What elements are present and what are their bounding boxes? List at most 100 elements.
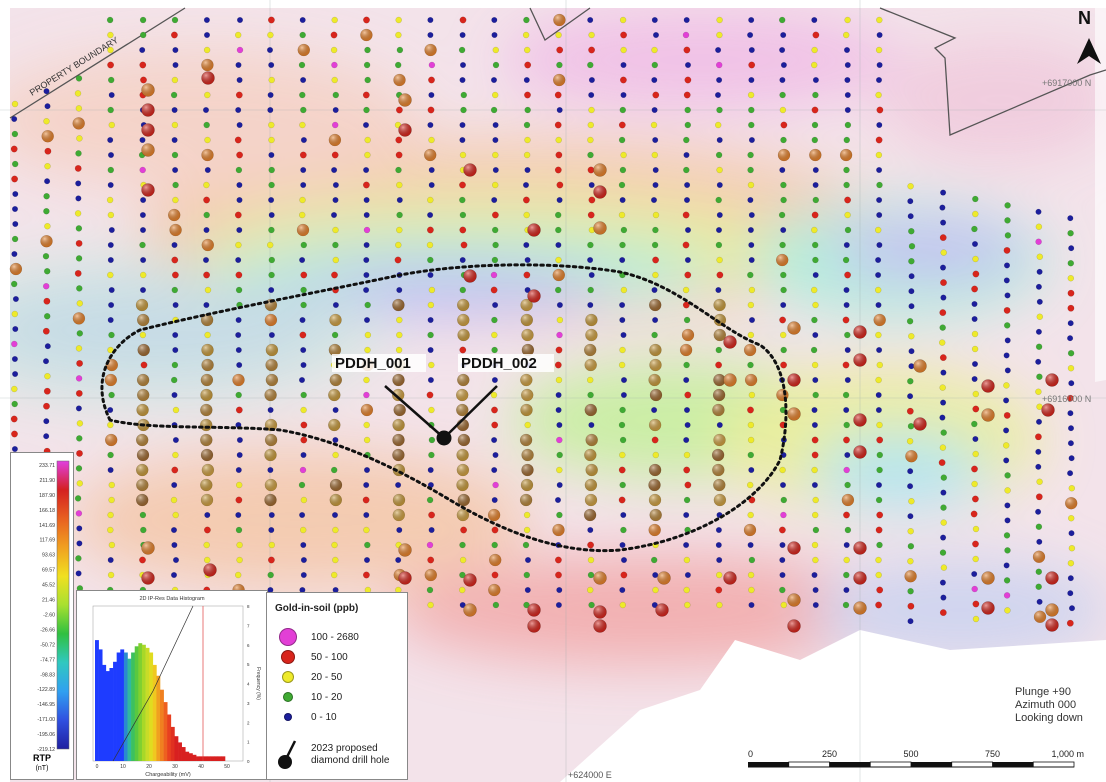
- sample-dot: [588, 76, 595, 83]
- histogram-bar: [214, 756, 219, 761]
- sample-dot-shade: [457, 494, 470, 506]
- histogram-bar: [192, 754, 197, 761]
- sample-dot: [332, 407, 339, 414]
- sample-dot-shade: [200, 434, 213, 446]
- sample-dot: [524, 46, 531, 54]
- histogram-y-tick: 0: [247, 759, 250, 764]
- sample-dot: [587, 151, 594, 159]
- sample-dot: [972, 270, 980, 278]
- sample-dot: [1004, 367, 1011, 374]
- sample-dot: [908, 273, 915, 280]
- sample-dot: [524, 166, 531, 173]
- sample-high-shade: [787, 373, 801, 387]
- sample-dot-shade: [201, 59, 214, 71]
- sample-dot: [459, 211, 467, 219]
- sample-dot: [555, 376, 563, 384]
- histogram-xlabel: Chargeability (mV): [145, 772, 191, 778]
- sample-dot: [140, 257, 147, 264]
- sample-dot: [268, 62, 275, 69]
- sample-dot: [682, 241, 690, 249]
- sample-dot: [426, 586, 434, 594]
- sample-dot: [652, 226, 659, 234]
- sample-dot-shade: [360, 404, 373, 416]
- sample-high-shade: [853, 541, 867, 555]
- sample-dot: [331, 571, 338, 579]
- histogram-bar: [102, 664, 107, 761]
- sample-dot: [107, 257, 114, 264]
- sample-dot: [1068, 245, 1075, 252]
- sample-dot: [75, 105, 83, 112]
- sample-dot: [524, 587, 531, 594]
- sample-dot-shade: [648, 374, 661, 386]
- drill-hole-pddh-001[interactable]: [384, 385, 445, 439]
- sample-dot: [362, 91, 370, 99]
- sample-dot-shade: [521, 389, 534, 401]
- sample-dot: [11, 115, 18, 122]
- sample-dot: [939, 204, 946, 211]
- sample-dot: [107, 31, 114, 39]
- sample-dot: [44, 313, 51, 320]
- sample-dot: [492, 151, 499, 159]
- sample-dot: [1036, 373, 1043, 380]
- sample-dot: [492, 481, 499, 489]
- sample-dot: [940, 504, 947, 511]
- sample-high-shade: [787, 541, 801, 555]
- sample-dot: [43, 387, 51, 395]
- drill-hole-pddh-002[interactable]: [443, 385, 498, 439]
- sample-dot: [876, 421, 883, 429]
- sample-dot: [523, 526, 531, 534]
- sample-dot: [524, 136, 531, 144]
- sample-dot-shade: [584, 479, 597, 491]
- sample-dot: [875, 526, 883, 534]
- sample-dot: [523, 271, 531, 279]
- histogram-y-tick: 6: [247, 643, 250, 648]
- sample-dot: [844, 211, 851, 219]
- sample-dot-shade: [201, 314, 214, 326]
- sample-dot-shade: [457, 374, 470, 386]
- sample-dot: [300, 452, 307, 459]
- sample-dot: [300, 241, 307, 249]
- gold-legend-row: 20 - 50: [279, 669, 342, 685]
- sample-dot: [171, 361, 179, 369]
- sample-dot: [652, 91, 660, 99]
- sample-dot: [396, 226, 403, 234]
- sample-dot: [300, 436, 308, 444]
- sample-dot: [812, 526, 820, 534]
- sample-dot: [652, 211, 660, 219]
- sample-dot: [170, 376, 178, 384]
- sample-dot: [490, 286, 498, 294]
- sample-dot: [620, 332, 627, 339]
- sample-dot: [300, 181, 307, 188]
- sample-dot: [268, 151, 275, 158]
- sample-dot: [268, 256, 275, 264]
- sample-dot: [716, 76, 723, 83]
- sample-dot: [685, 226, 692, 233]
- sample-dot: [524, 61, 532, 69]
- sample-dot: [268, 226, 275, 234]
- easting-label: +624000 E: [568, 770, 612, 780]
- sample-dot: [1003, 277, 1010, 284]
- sample-dot: [1003, 592, 1011, 599]
- sample-dot: [75, 225, 83, 232]
- sample-dot: [556, 302, 563, 309]
- sample-dot: [364, 136, 371, 144]
- sample-dot: [394, 256, 402, 264]
- sample-dot: [651, 46, 658, 54]
- sample-dot: [172, 181, 179, 189]
- rtp-tick-label: 211.90: [40, 478, 56, 484]
- sample-dot: [427, 331, 434, 339]
- sample-dot: [523, 601, 530, 609]
- sample-dot: [908, 498, 915, 505]
- sample-dot-shade: [40, 235, 53, 248]
- sample-dot: [300, 496, 308, 504]
- sample-dot: [76, 285, 83, 292]
- sample-dot-shade: [585, 314, 598, 326]
- sample-dot: [12, 220, 19, 227]
- sample-dot: [395, 61, 402, 69]
- scale-segment: [748, 762, 789, 767]
- histogram-y-tick: 2: [247, 720, 250, 725]
- sample-dot: [396, 46, 404, 54]
- sample-dot: [364, 467, 371, 474]
- sample-dot: [139, 136, 146, 143]
- gold-legend-swatch: [282, 671, 294, 683]
